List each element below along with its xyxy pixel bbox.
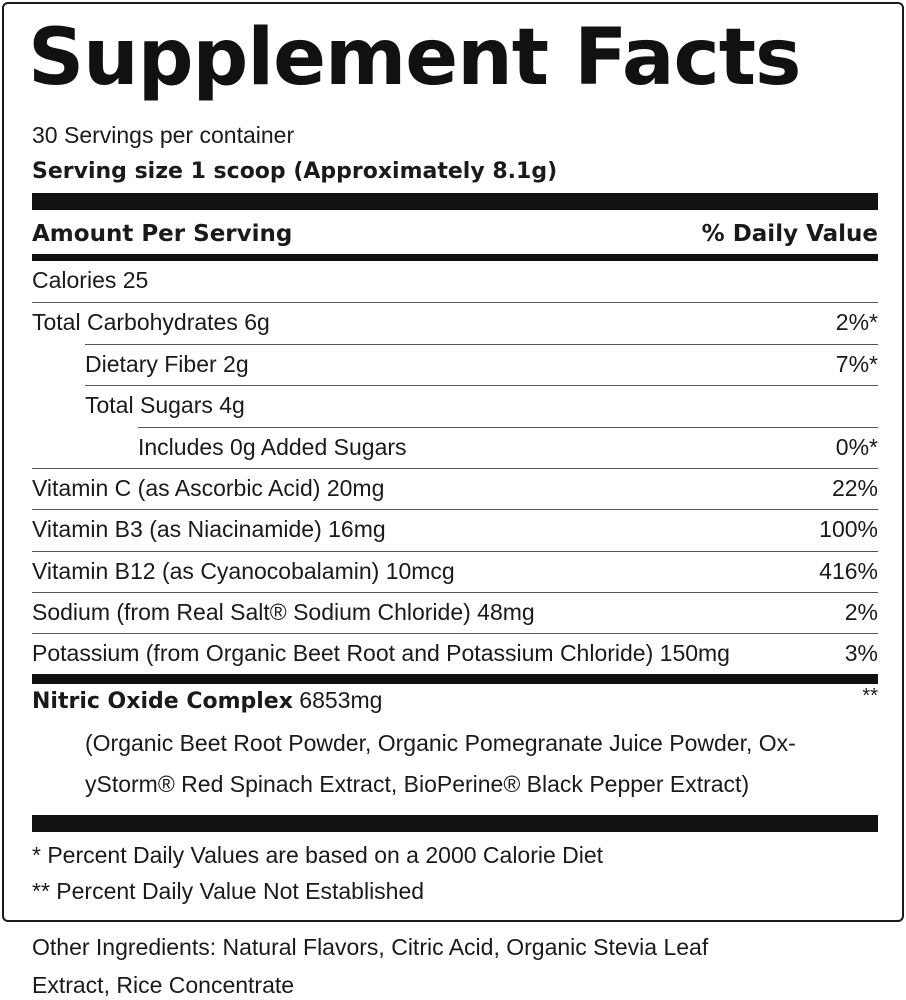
row-divider [32,592,878,593]
nutrient-row: Total Sugars 4g [32,385,878,426]
complex-dv: ** [862,685,878,707]
nutrient-row: Includes 0g Added Sugars 0%* [32,427,878,468]
nutrient-name: Vitamin C (as Ascorbic Acid) 20mg [32,475,385,501]
row-divider [32,509,878,510]
nutrient-name: Sodium (from Real Salt® Sodium Chloride)… [32,599,535,625]
nutrient-row: Vitamin C (as Ascorbic Acid) 20mg 22% [32,468,878,509]
divider-thick [32,815,878,832]
row-divider [32,302,878,303]
nutrient-name: Vitamin B12 (as Cyanocobalamin) 10mcg [32,558,455,584]
nutrient-dv: 7%* [835,351,878,377]
row-divider [85,344,878,345]
nutrient-row: Calories 25 [32,260,878,301]
complex-ingredients-line: yStorm® Red Spinach Extract, BioPerine® … [85,771,750,797]
divider-medium [32,674,878,684]
nutrient-dv: 0%* [835,434,878,460]
complex-ingredients-line: (Organic Beet Root Powder, Organic Pomeg… [85,730,796,756]
nutrient-name: Vitamin B3 (as Niacinamide) 16mg [32,516,386,542]
row-divider [32,468,878,469]
nutrient-row: Total Carbohydrates 6g 2%* [32,302,878,343]
divider-thick [32,193,878,210]
nutrient-dv: 100% [819,516,878,542]
row-divider [85,385,878,386]
nutrient-row: Vitamin B12 (as Cyanocobalamin) 10mcg 416… [32,551,878,592]
other-ingredients: Other Ingredients: Natural Flavors, Citr… [32,934,709,960]
serving-size: Serving size 1 scoop (Approximately 8.1g… [32,159,558,184]
nutrient-name: Total Sugars 4g [85,392,245,418]
amount-per-serving-label: Amount Per Serving [32,220,293,247]
nutrient-row: Potassium (from Organic Beet Root and Po… [32,633,878,674]
panel-title: Supplement Facts [28,13,801,103]
nutrient-dv: 22% [831,475,878,501]
other-ingredients: Extract, Rice Concentrate [32,972,295,998]
nutrient-dv: 2%* [835,309,878,335]
nutrient-name: Dietary Fiber 2g [85,351,249,377]
nutrient-name: Calories 25 [32,267,149,293]
nutrient-name: Includes 0g Added Sugars [138,434,407,460]
nutrient-dv: 3% [844,640,878,666]
nutrient-row: Vitamin B3 (as Niacinamide) 16mg 100% [32,509,878,550]
nutrient-dv: 2% [844,599,878,625]
servings-per-container: 30 Servings per container [32,122,295,148]
row-divider [32,551,878,552]
row-divider [138,427,878,428]
complex-name: Nitric Oxide Complex [32,688,293,714]
complex-row: Nitric Oxide Complex 6853mg ** [32,681,878,722]
supplement-facts-panel [2,2,904,922]
column-header: Amount Per Serving % Daily Value [32,213,878,254]
divider-medium [32,254,878,261]
nutrient-row: Sodium (from Real Salt® Sodium Chloride)… [32,592,878,633]
complex-amount: 6853mg [299,686,383,713]
footnote: * Percent Daily Values are based on a 20… [32,842,604,868]
footnote: ** Percent Daily Value Not Established [32,878,425,904]
row-divider [32,633,878,634]
nutrient-dv: 416% [819,558,878,584]
nutrient-row: Dietary Fiber 2g 7%* [32,344,878,385]
nutrient-name: Total Carbohydrates 6g [32,309,270,335]
nutrient-name: Potassium (from Organic Beet Root and Po… [32,640,730,666]
daily-value-label: % Daily Value [701,220,878,247]
